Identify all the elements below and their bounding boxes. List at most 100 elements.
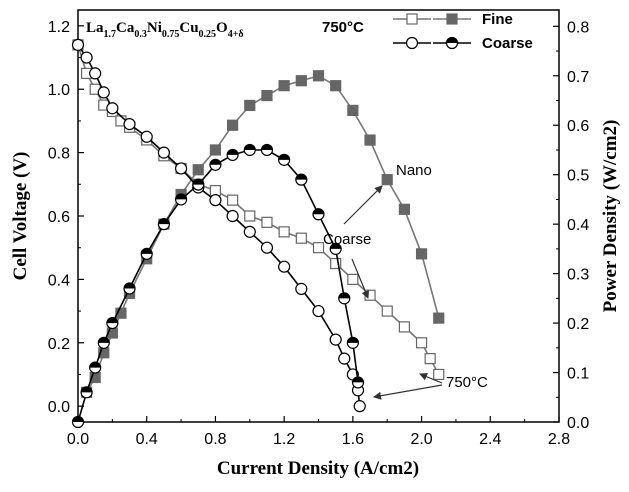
y-left-tick-label: 0.4 <box>48 272 70 289</box>
data-point <box>71 415 85 429</box>
data-point <box>209 194 222 207</box>
legend-fine-label: Fine <box>482 11 513 28</box>
y-right-tick-label: 0.2 <box>567 316 589 333</box>
data-point <box>433 312 445 324</box>
data-point <box>338 352 351 365</box>
series-line <box>77 44 440 375</box>
x-tick-label: 2.0 <box>410 431 432 448</box>
data-point <box>415 337 428 349</box>
y-right-tick-label: 0.7 <box>567 69 589 86</box>
data-point <box>353 400 366 413</box>
data-point <box>329 242 342 255</box>
annotation-temperature: 750°C <box>446 374 488 391</box>
y-right-tick-label: 0.0 <box>567 415 589 432</box>
data-point <box>157 146 170 159</box>
axis-ticks: 0.0 0.4 0.8 1.2 1.6 2.0 2.4 2.80.00.20.40.60.81… <box>48 19 590 448</box>
annotation-temp-arrow-lower <box>373 384 443 400</box>
data-point <box>295 75 307 87</box>
y-axis-right-title: Power Density (W/cm2) <box>600 120 621 313</box>
annotation-coarse-arrow <box>351 258 370 299</box>
data-point <box>71 38 85 51</box>
data-point <box>278 226 290 238</box>
y-right-tick-label: 0.1 <box>567 366 589 383</box>
data-point <box>338 292 351 305</box>
y-left-tick-label: 0.0 <box>48 399 70 416</box>
legend-fine-filled-square <box>446 13 458 25</box>
data-point <box>295 173 308 186</box>
series-coarse-voltage <box>71 38 366 413</box>
data-point <box>330 80 342 92</box>
y-right-tick-label: 0.5 <box>567 168 589 185</box>
data-point <box>260 241 274 254</box>
data-point <box>330 257 342 270</box>
data-point <box>312 242 325 254</box>
data-point <box>89 67 102 80</box>
data-point <box>80 386 93 399</box>
x-tick-label: 0.8 <box>204 431 226 448</box>
data-point <box>115 307 127 319</box>
data-point <box>226 148 239 162</box>
data-point <box>244 99 256 112</box>
data-point <box>381 174 393 186</box>
data-point <box>312 304 325 318</box>
data-point <box>89 361 102 374</box>
data-point <box>226 209 239 223</box>
data-point <box>209 144 222 156</box>
data-point <box>106 316 119 330</box>
data-point <box>140 130 153 143</box>
data-point <box>347 273 359 285</box>
data-point <box>261 216 273 228</box>
x-tick-label: 1.6 <box>342 431 364 448</box>
data-point <box>329 333 342 346</box>
series-line <box>77 44 361 407</box>
series-line <box>85 74 440 393</box>
data-point <box>244 210 256 222</box>
annotations: Nano Coarse 750°C <box>323 162 488 400</box>
data-point <box>433 368 445 381</box>
data-point <box>227 119 239 131</box>
data-point <box>424 353 436 365</box>
data-point <box>346 336 359 349</box>
y-right-tick-label: 0.3 <box>567 267 589 284</box>
data-point <box>347 104 359 117</box>
data-point <box>106 102 119 115</box>
x-tick-label: 2.4 <box>479 431 501 448</box>
x-tick-label: 0.0 <box>67 431 89 448</box>
series-fine-voltage <box>72 39 445 381</box>
data-point <box>364 134 376 146</box>
data-point <box>243 143 256 157</box>
annotation-nano: Nano <box>396 162 432 179</box>
data-point <box>97 336 110 349</box>
data-point <box>140 247 153 260</box>
y-right-tick-label: 0.4 <box>567 217 589 234</box>
y-left-tick-label: 0.2 <box>48 336 70 353</box>
legend-coarse-open-circle <box>405 36 419 50</box>
data-point <box>227 194 239 206</box>
data-point <box>80 51 93 64</box>
annotation-coarse: Coarse <box>323 231 371 248</box>
data-point <box>278 260 291 273</box>
data-point <box>295 282 308 295</box>
data-point <box>243 225 256 238</box>
data-point <box>398 203 410 215</box>
data-point <box>261 89 273 102</box>
y-right-tick-label: 0.6 <box>567 118 589 135</box>
data-point <box>260 143 274 157</box>
legend-coarse-label: Coarse <box>482 35 533 52</box>
data-point <box>312 70 325 82</box>
data-point <box>174 162 188 175</box>
y-left-tick-label: 1.0 <box>48 82 70 99</box>
data-point <box>97 86 110 99</box>
y-left-tick-label: 0.8 <box>48 146 70 163</box>
data-point <box>295 232 307 244</box>
data-point <box>312 208 325 221</box>
series-layer <box>71 38 445 429</box>
legend-fine-open-square <box>406 13 418 25</box>
temperature-title: 750°C <box>322 19 364 36</box>
series-fine-power <box>80 70 445 398</box>
data-point <box>157 218 170 231</box>
x-axis-title: Current Density (A/cm2) <box>217 458 419 479</box>
y-left-tick-label: 0.6 <box>48 209 70 226</box>
data-point <box>209 158 222 171</box>
